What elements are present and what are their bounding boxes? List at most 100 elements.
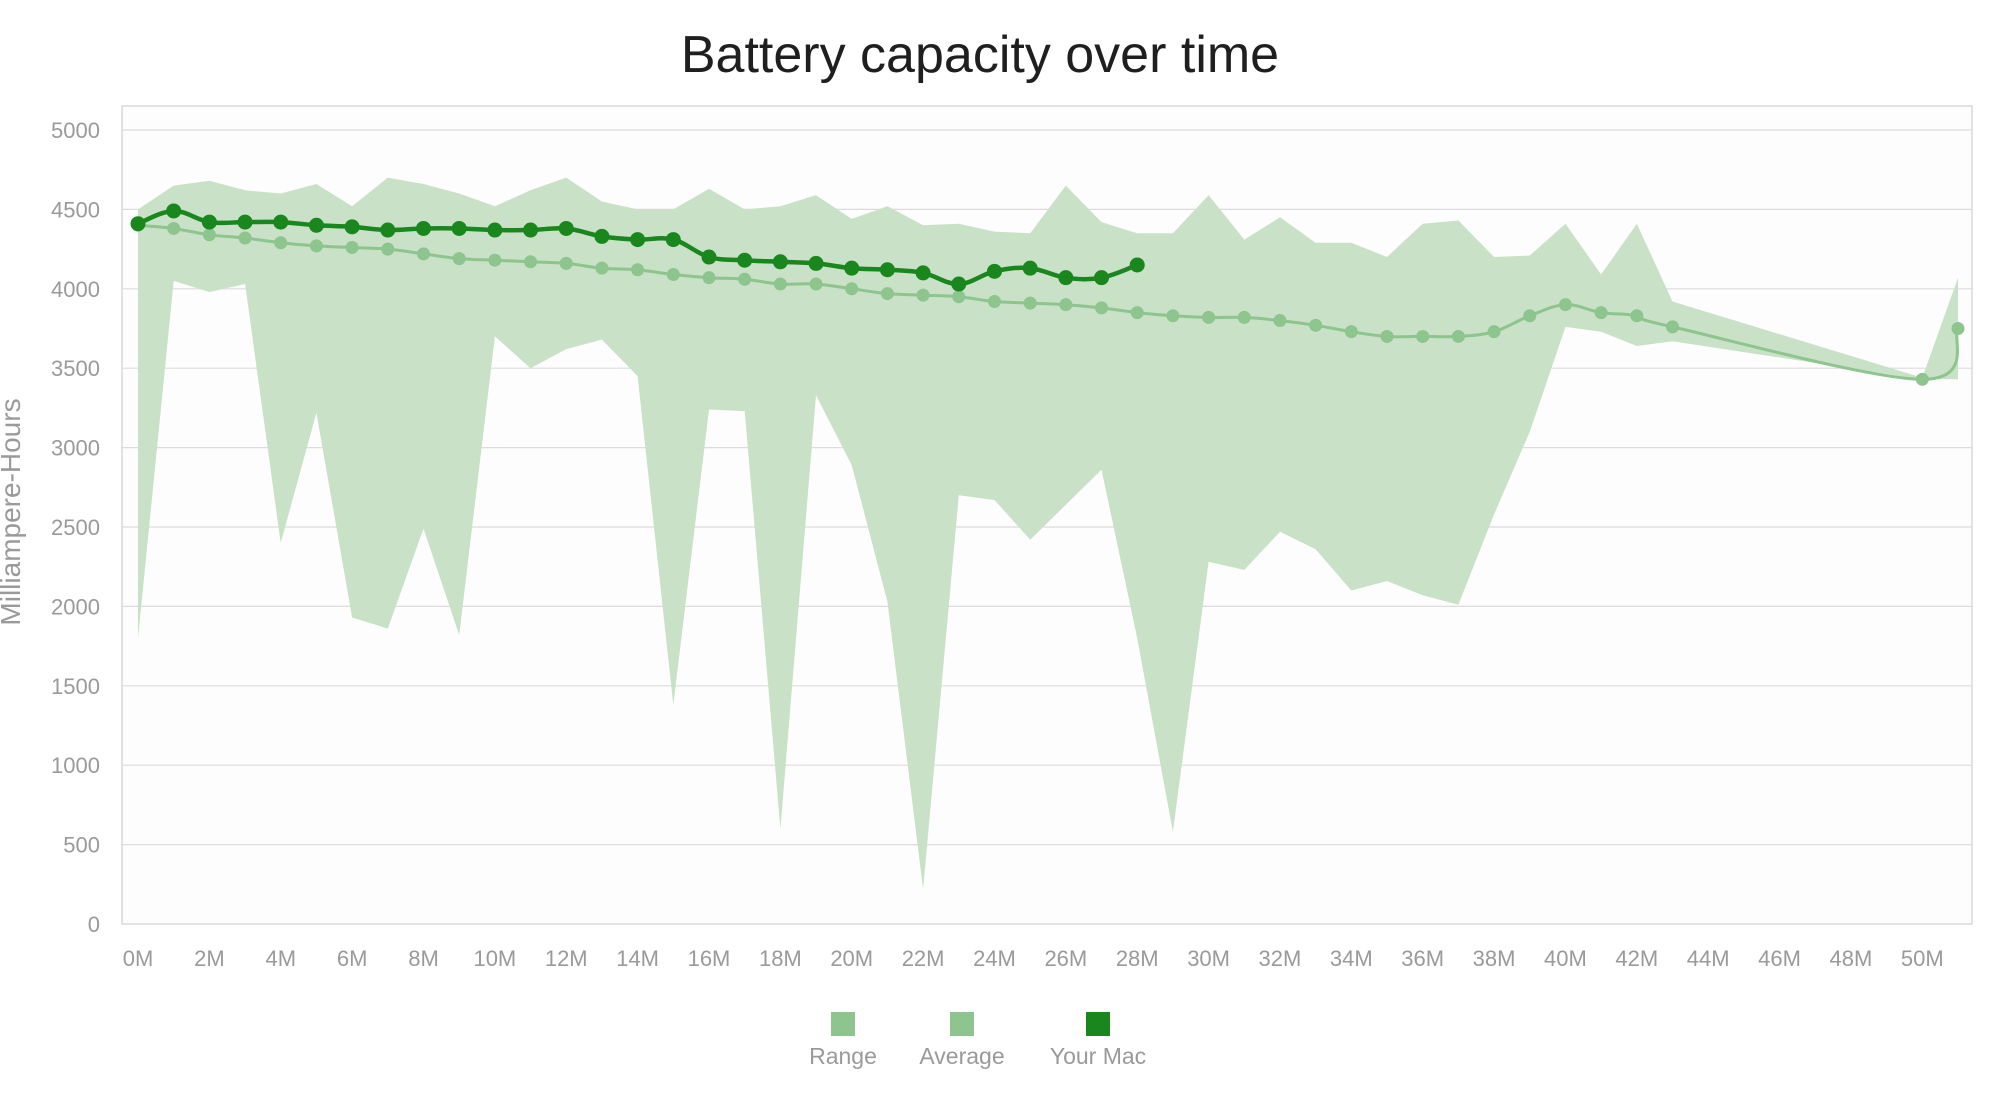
your-mac-point xyxy=(308,217,324,233)
x-tick-label: 20M xyxy=(830,946,873,971)
x-tick-label: 10M xyxy=(473,946,516,971)
your-mac-point xyxy=(523,222,539,238)
average-point xyxy=(666,268,680,282)
legend-label-average: Average xyxy=(919,1043,1004,1069)
average-point xyxy=(631,263,645,277)
x-tick-label: 42M xyxy=(1615,946,1658,971)
average-point xyxy=(452,252,466,266)
average-point xyxy=(488,253,502,267)
y-axis-ticks: 0 500 1000 1500 2000 2500 3000 3500 4000 4500 5000 xyxy=(51,118,100,937)
average-point xyxy=(1951,322,1965,335)
average-point xyxy=(1380,329,1394,343)
average-point xyxy=(1630,309,1644,323)
average-point xyxy=(738,272,752,286)
your-mac-point xyxy=(1129,257,1145,273)
your-mac-point xyxy=(237,214,253,230)
x-tick-label: 18M xyxy=(759,946,802,971)
your-mac-point xyxy=(665,232,681,248)
x-tick-label: 32M xyxy=(1259,946,1302,971)
x-tick-label: 8M xyxy=(408,946,439,971)
average-point xyxy=(167,221,181,235)
average-point xyxy=(1059,298,1073,312)
your-mac-series-layer xyxy=(130,203,1145,292)
average-point xyxy=(952,290,966,304)
your-mac-point xyxy=(166,203,182,219)
average-point xyxy=(1594,306,1608,320)
your-mac-point xyxy=(415,220,431,236)
y-tick-label: 1000 xyxy=(51,753,100,778)
your-mac-point xyxy=(487,222,503,238)
average-point xyxy=(1202,310,1216,324)
average-point xyxy=(1523,309,1537,323)
your-mac-point xyxy=(451,220,467,236)
legend-swatch-range xyxy=(831,1012,855,1036)
average-point xyxy=(238,231,252,245)
your-mac-point xyxy=(344,219,360,235)
average-point xyxy=(1344,325,1358,339)
your-mac-point xyxy=(808,255,824,271)
your-mac-point xyxy=(737,252,753,268)
average-point xyxy=(1915,372,1929,386)
legend-swatch-average xyxy=(950,1012,974,1036)
average-point xyxy=(809,277,823,291)
x-tick-label: 50M xyxy=(1901,946,1944,971)
x-tick-label: 14M xyxy=(616,946,659,971)
range-area-layer xyxy=(138,177,1958,890)
your-mac-point xyxy=(879,262,895,278)
average-point xyxy=(1237,310,1251,324)
x-tick-label: 48M xyxy=(1830,946,1873,971)
y-axis-label: Milliampere-Hours xyxy=(0,398,26,625)
y-tick-label: 5000 xyxy=(51,118,100,143)
x-axis-ticks: 0M 2M 4M 6M 8M 10M 12M 14M 16M 18M 20M 22M 24M 26M 28M… xyxy=(123,946,1944,971)
average-point xyxy=(1095,301,1109,315)
average-point xyxy=(1666,320,1680,334)
x-tick-label: 24M xyxy=(973,946,1016,971)
x-tick-label: 30M xyxy=(1187,946,1230,971)
average-point xyxy=(1487,325,1501,339)
x-tick-label: 38M xyxy=(1473,946,1516,971)
average-point xyxy=(416,247,430,261)
your-mac-point xyxy=(130,216,146,232)
average-point xyxy=(880,287,894,301)
x-tick-label: 34M xyxy=(1330,946,1373,971)
chart-title: Battery capacity over time xyxy=(681,26,1279,84)
average-point xyxy=(1309,318,1323,332)
your-mac-point xyxy=(844,260,860,276)
x-tick-label: 44M xyxy=(1687,946,1730,971)
x-tick-label: 2M xyxy=(194,946,225,971)
average-point xyxy=(309,239,323,253)
average-point xyxy=(524,255,538,269)
x-tick-label: 16M xyxy=(688,946,731,971)
legend: Range Average Your Mac xyxy=(809,1012,1146,1069)
average-point xyxy=(987,295,1001,309)
range-area xyxy=(138,177,1958,890)
your-mac-point xyxy=(915,265,931,281)
average-point xyxy=(595,261,609,275)
your-mac-point xyxy=(701,249,717,265)
average-point xyxy=(773,277,787,291)
your-mac-point xyxy=(558,220,574,236)
average-point xyxy=(845,282,859,296)
average-point xyxy=(1130,306,1144,320)
y-tick-label: 3000 xyxy=(51,436,100,461)
y-tick-label: 4500 xyxy=(51,197,100,222)
y-tick-label: 0 xyxy=(88,912,100,937)
average-point xyxy=(1558,298,1572,312)
average-point xyxy=(1416,329,1430,343)
average-point xyxy=(202,228,216,242)
x-tick-label: 40M xyxy=(1544,946,1587,971)
legend-label-your-mac: Your Mac xyxy=(1050,1043,1146,1069)
legend-swatch-your-mac xyxy=(1086,1012,1110,1036)
y-tick-label: 2500 xyxy=(51,515,100,540)
average-point xyxy=(345,241,359,255)
average-point xyxy=(1166,309,1180,323)
y-tick-label: 2000 xyxy=(51,594,100,619)
y-tick-label: 3500 xyxy=(51,356,100,381)
x-tick-label: 0M xyxy=(123,946,154,971)
your-mac-point xyxy=(1022,260,1038,276)
y-tick-label: 1500 xyxy=(51,674,100,699)
average-point xyxy=(381,242,395,256)
average-point xyxy=(274,236,288,250)
